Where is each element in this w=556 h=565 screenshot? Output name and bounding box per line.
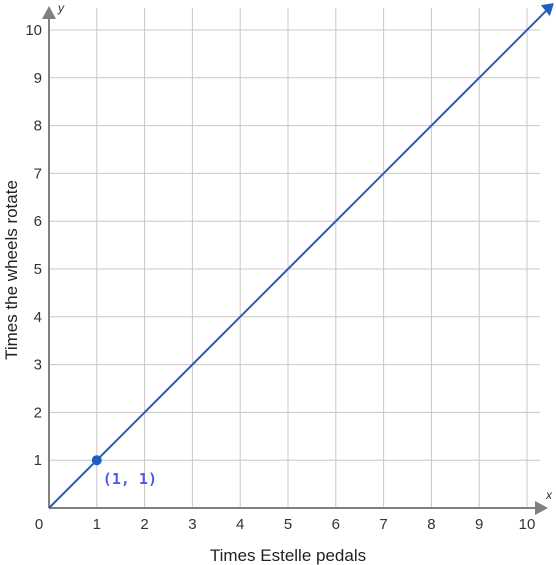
x-tick-label: 3 [188,516,196,533]
series-layer [49,3,554,508]
y-tick-label: 6 [34,213,42,230]
y-tick-label: 3 [34,357,42,374]
x-tick-label: 6 [332,516,340,533]
y-axis-arrow [42,6,56,19]
x-axis-letter: x [545,488,553,502]
x-tick-label: 8 [427,516,435,533]
y-tick-label: 8 [34,118,42,135]
y-axis-title: Times the wheels rotate [2,180,21,360]
y-tick-label: 5 [34,261,42,278]
y-axis-letter: y [57,1,65,15]
x-axis-title: Times Estelle pedals [210,546,366,565]
x-tick-label: 7 [379,516,387,533]
data-point-label: (1, 1) [103,470,157,488]
x-tick-label: 4 [236,516,244,533]
x-tick-label: 5 [284,516,292,533]
x-axis-arrow [535,501,548,515]
x-tick-label: 10 [519,516,536,533]
data-point [92,455,102,465]
series-line [49,6,551,508]
x-tick-label: 2 [140,516,148,533]
y-tick-label: 10 [25,22,42,39]
x-tick-label: 0 [35,516,43,533]
y-tick-label: 2 [34,404,42,421]
x-tick-label: 9 [475,516,483,533]
y-tick-label: 1 [34,452,42,469]
x-tick-label: 1 [93,516,101,533]
y-tick-label: 7 [34,165,42,182]
y-tick-label: 4 [34,309,42,326]
y-tick-label: 9 [34,70,42,87]
